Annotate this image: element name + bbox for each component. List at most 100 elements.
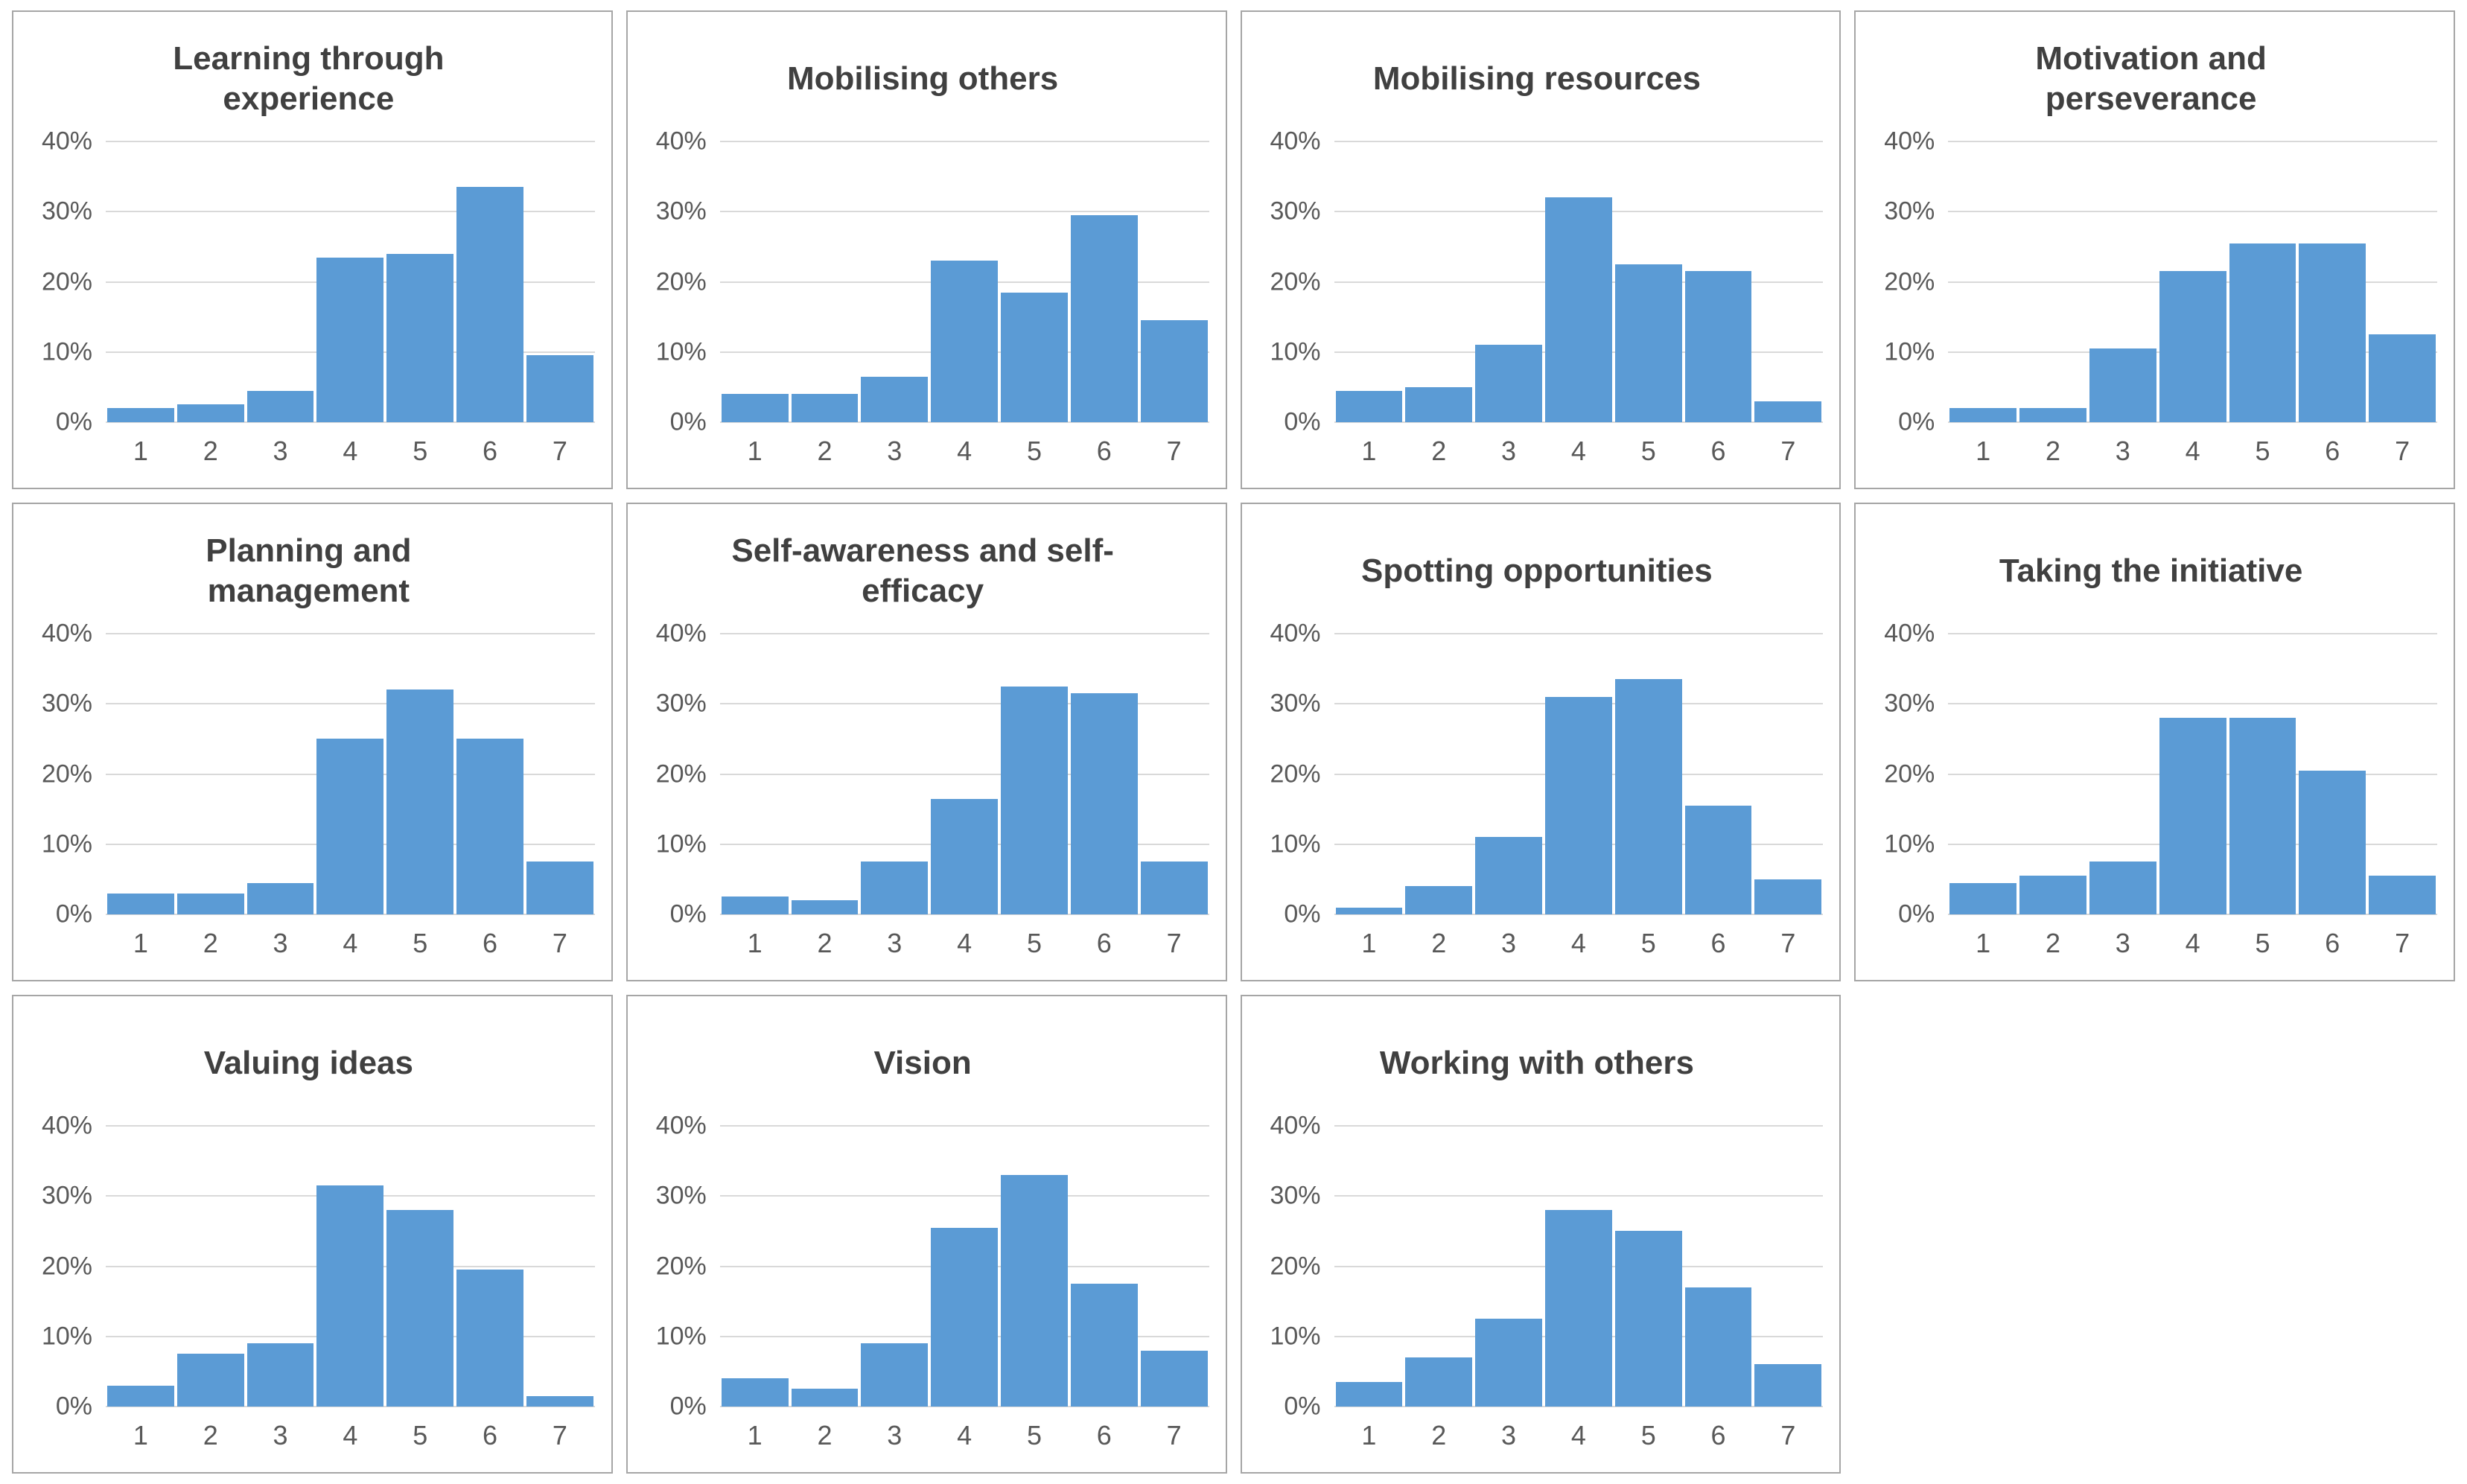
bar-slot xyxy=(790,1126,860,1407)
y-tick-label: 10% xyxy=(655,337,707,366)
y-tick-label: 40% xyxy=(1884,619,1935,648)
bar xyxy=(1754,1364,1822,1407)
bar-slot xyxy=(1948,141,2018,422)
bar xyxy=(386,253,454,422)
gridline xyxy=(719,141,1209,142)
x-tick-label: 6 xyxy=(1096,928,1112,958)
bars xyxy=(106,1126,595,1407)
x-tick-label: 3 xyxy=(1501,436,1517,466)
y-tick-label: 0% xyxy=(1284,407,1321,436)
bar-slot xyxy=(1404,141,1474,422)
gridline xyxy=(106,141,595,142)
bars xyxy=(1948,634,2437,914)
y-tick-label: 30% xyxy=(41,1181,92,1210)
x-labels: 1 2 3 4 5 6 7 xyxy=(1948,914,2437,971)
plot-area xyxy=(719,633,1209,915)
y-tick-label: 0% xyxy=(1898,407,1935,436)
chart-title-line: Working with others xyxy=(1379,1045,1694,1082)
bars xyxy=(106,141,595,422)
gridline xyxy=(1334,141,1824,142)
bar xyxy=(456,739,523,914)
y-tick-label: 30% xyxy=(1270,689,1321,718)
gridline xyxy=(719,633,1209,634)
x-axis: 1 2 3 4 5 6 7 xyxy=(1251,422,1824,479)
bar-slot xyxy=(106,141,176,422)
plot-row: 0% 10% 20% 30% 40% xyxy=(1251,620,1824,929)
bar-slot xyxy=(315,634,385,914)
y-tick-label: 0% xyxy=(669,407,707,436)
bar-slot xyxy=(859,141,929,422)
bar xyxy=(1140,862,1208,914)
x-labels: 1 2 3 4 5 6 7 xyxy=(106,914,595,971)
x-tick-label: 3 xyxy=(2115,436,2130,466)
chart-title-line: Motivation and xyxy=(2035,40,2267,77)
bar-slot xyxy=(385,141,455,422)
bar-slot xyxy=(1069,634,1139,914)
bar xyxy=(2159,718,2226,914)
bar xyxy=(931,261,999,422)
chart-title: Learning through experience xyxy=(22,16,595,141)
x-tick-label: 4 xyxy=(957,928,973,958)
bar xyxy=(246,882,314,914)
y-tick-label: 20% xyxy=(1884,759,1935,788)
gridline xyxy=(719,211,1209,213)
x-tick-label: 4 xyxy=(343,436,358,466)
gridline xyxy=(1334,633,1824,634)
chart-title-line: Taking the initiative xyxy=(1999,552,2303,590)
gridline xyxy=(719,421,1209,423)
bars xyxy=(1334,141,1824,422)
bar xyxy=(2299,243,2366,422)
plot-area xyxy=(106,633,595,915)
bar xyxy=(1684,805,1752,914)
y-tick-label: 0% xyxy=(1284,1392,1321,1421)
chart-title: Spotting opportunities xyxy=(1251,509,1824,634)
bar xyxy=(2369,876,2436,914)
bar xyxy=(2089,862,2156,914)
y-axis: 0% 10% 20% 30% 40% xyxy=(22,1112,106,1421)
x-tick-label: 7 xyxy=(1166,928,1182,958)
chart-title-line: experience xyxy=(223,80,395,117)
gridline xyxy=(106,914,595,915)
chart-title-line: perseverance xyxy=(2045,80,2257,117)
bar xyxy=(721,394,789,422)
y-axis: 0% 10% 20% 30% 40% xyxy=(1865,127,1948,436)
bar xyxy=(2019,408,2086,422)
bar-slot xyxy=(1684,1126,1754,1407)
bar-slot xyxy=(1614,1126,1684,1407)
y-tick-label: 0% xyxy=(669,1392,707,1421)
bar xyxy=(1335,1382,1403,1407)
x-tick-label: 5 xyxy=(1026,1420,1042,1450)
bar xyxy=(2229,243,2296,422)
bar xyxy=(246,1343,314,1407)
x-tick-label: 2 xyxy=(817,436,833,466)
bar-slot xyxy=(999,141,1069,422)
bar xyxy=(1001,1174,1068,1407)
chart-panel: Planning and management 0% 10% 20% 30% 40% 1 2… xyxy=(12,503,613,981)
chart-title-line: Mobilising others xyxy=(787,60,1059,98)
bar-slot xyxy=(2297,141,2367,422)
bar xyxy=(791,394,859,422)
bar-slot xyxy=(1334,1126,1404,1407)
bars xyxy=(720,634,1209,914)
x-tick-label: 1 xyxy=(747,436,763,466)
y-tick-label: 40% xyxy=(41,619,92,648)
chart-title-line: Mobilising resources xyxy=(1372,60,1701,98)
bar-slot xyxy=(1139,1126,1209,1407)
gridline xyxy=(719,1195,1209,1197)
bar-slot xyxy=(1753,1126,1823,1407)
chart-panel: Mobilising others 0% 10% 20% 30% 40% 1 2 3 4 5 6 7 xyxy=(625,10,1227,489)
bar xyxy=(176,404,244,422)
chart-panel: Learning through experience 0% 10% 20% 30% 40… xyxy=(12,10,613,489)
bar-slot xyxy=(929,634,999,914)
y-tick-label: 20% xyxy=(41,759,92,788)
x-tick-label: 2 xyxy=(1431,436,1447,466)
x-tick-label: 7 xyxy=(1780,1420,1796,1450)
bar-slot xyxy=(1544,634,1614,914)
bar-slot xyxy=(2228,141,2298,422)
bar-slot xyxy=(1753,141,1823,422)
bar-slot xyxy=(1069,141,1139,422)
x-tick-label: 5 xyxy=(413,928,428,958)
bar xyxy=(721,897,789,914)
x-tick-label: 7 xyxy=(552,1420,567,1450)
